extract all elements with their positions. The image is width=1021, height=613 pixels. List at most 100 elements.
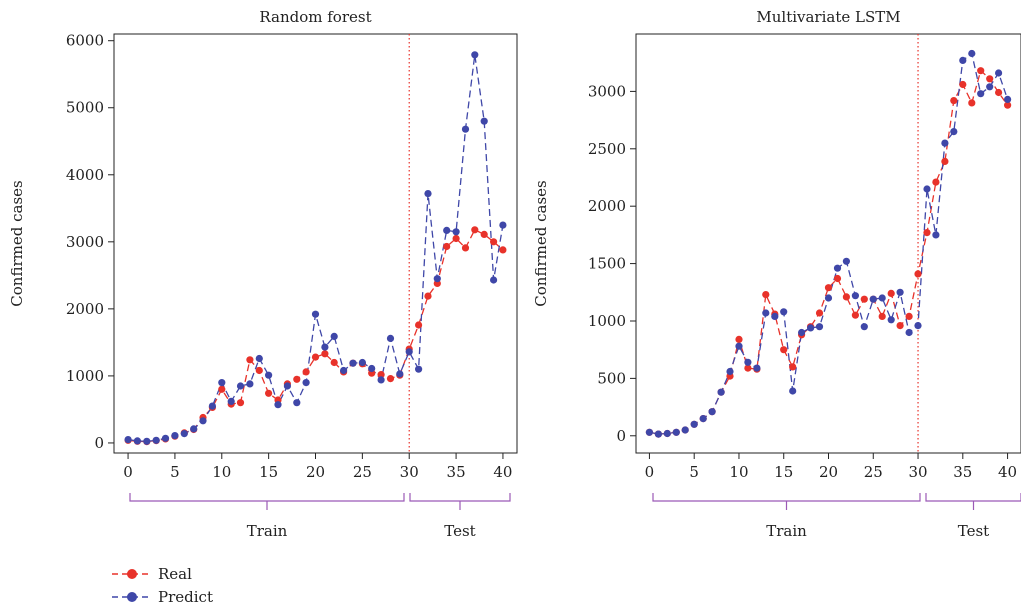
data-point-real [236,399,245,407]
data-point-predict [386,334,395,342]
legend-label-predict: Predict [158,587,213,606]
data-point-predict [396,370,404,378]
data-point-predict [789,387,797,395]
data-point-predict [358,358,366,367]
data-point-predict [124,436,132,444]
data-point-predict [424,190,432,198]
legend-item-predict: Predict [112,585,272,608]
data-point-predict [977,90,985,98]
data-point-real [302,368,310,376]
data-point-predict [995,69,1003,77]
plot-frame [635,33,1021,454]
data-point-real [905,312,913,320]
data-point-predict [246,380,254,388]
data-point-real [923,229,931,237]
data-point-predict [133,437,141,445]
legend-dot-predict [127,591,137,602]
data-point-real [415,321,423,329]
series-line-real [649,69,1009,435]
data-point-predict [265,371,273,379]
group-label-train: Train [247,522,288,540]
data-point-predict [744,358,752,366]
data-point-predict [896,288,904,296]
data-point-real [218,385,226,393]
y-tick-label: 0 [94,434,104,452]
data-point-predict [887,316,895,324]
series-line-predict [649,52,1009,435]
data-point-predict [968,49,976,58]
data-point-predict [255,354,263,363]
data-point-predict [914,322,922,330]
bracket-train [652,493,921,510]
data-point-real [443,242,451,251]
y-axis-label: Confirmed cases [8,180,26,306]
data-point-real [842,293,851,301]
data-point-predict [152,436,160,444]
data-point-predict [726,367,734,376]
data-point-real [499,246,507,254]
x-tick-label: 20 [306,463,325,481]
data-point-real [932,178,940,186]
data-point-predict [199,417,207,425]
plot-frame [113,33,518,454]
y-tick-label: 1000 [66,367,104,385]
y-tick-label: 0 [616,427,626,445]
y-tick-label: 500 [597,369,626,387]
data-point-predict [349,359,357,367]
data-point-real [833,274,842,283]
chart-panel-1: Random forest 0 1000 2000 3000 4000 5000 6000 0 5… [8,8,518,540]
x-tick-label: 35 [953,463,972,481]
legend-item-real: Real [112,562,272,585]
data-point-predict [735,342,743,350]
data-point-predict [161,434,170,442]
data-point-real [744,364,752,372]
data-point-predict [923,185,931,193]
data-point-real [386,375,395,383]
y-tick-label: 2000 [588,197,626,215]
data-point-predict [672,428,680,436]
x-tick-label: 20 [819,463,838,481]
data-point-real [471,226,479,234]
data-point-real [789,363,797,371]
chart-title: Multivariate LSTM [756,8,900,26]
data-point-predict [815,323,824,331]
data-point-predict [986,83,994,91]
group-label-train: Train [766,522,807,540]
x-tick-label: 25 [353,463,372,481]
data-point-real [424,292,432,300]
data-point-predict [941,139,949,147]
data-point-predict [860,323,868,331]
x-tick-label: 0 [123,463,133,481]
data-point-real [762,291,770,299]
data-point-predict [798,328,806,337]
data-point-real [950,97,958,105]
data-point-real [815,309,824,317]
data-point-predict [274,401,282,409]
data-point-predict [227,397,235,405]
legend-swatch-predict [112,591,152,602]
data-point-predict [415,365,423,373]
data-point-predict [690,420,698,428]
data-point-predict [293,399,301,407]
data-point-predict [753,364,761,372]
y-tick-label: 6000 [66,32,104,50]
data-point-predict [283,382,291,390]
data-point-predict [433,275,441,283]
data-point-real [293,375,301,383]
data-point-predict [180,430,188,438]
data-point-predict [368,364,376,373]
data-point-predict [311,310,320,318]
x-tick-label: 5 [689,463,699,481]
y-tick-label: 4000 [66,166,104,184]
data-point-real [311,353,320,361]
data-point-real [452,234,460,243]
legend-label-real: Real [158,564,192,583]
x-tick-label: 10 [729,463,748,481]
data-point-real [480,230,488,238]
data-point-real [968,99,976,107]
data-point-predict [851,292,860,300]
y-tick-label: 1000 [588,312,626,330]
data-point-real [330,358,338,367]
data-point-real [246,356,254,364]
